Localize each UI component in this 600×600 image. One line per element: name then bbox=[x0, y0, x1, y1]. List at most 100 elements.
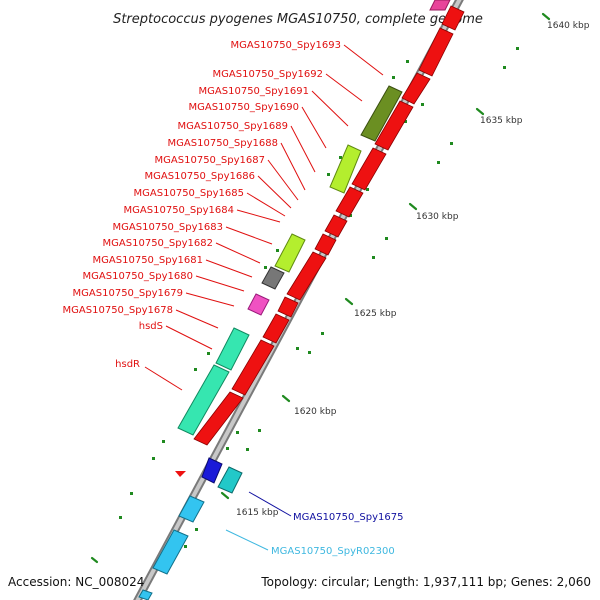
scale-tick-minor bbox=[372, 256, 375, 259]
scale-tick-minor bbox=[296, 347, 299, 350]
callout-line bbox=[290, 125, 316, 173]
gene-label[interactable]: MGAS10750_Spy1679 bbox=[73, 288, 183, 299]
feature-block-teal bbox=[215, 327, 250, 371]
scale-tick-minor bbox=[119, 516, 122, 519]
scale-tick-minor bbox=[406, 60, 409, 63]
accession-text: Accession: NC_008024 bbox=[8, 575, 144, 589]
gene-arrow bbox=[286, 251, 327, 301]
callout-line bbox=[185, 292, 235, 307]
scale-tick-major bbox=[344, 297, 354, 306]
feature-block-sky-2 bbox=[152, 529, 189, 575]
scale-tick-minor bbox=[184, 545, 187, 548]
scale-tick-minor bbox=[327, 173, 330, 176]
topology-text: Topology: circular; Length: 1,937,111 bp… bbox=[260, 575, 591, 589]
callout-line-cyan bbox=[225, 529, 269, 551]
gene-label-hsdr[interactable]: hsdR bbox=[115, 359, 140, 370]
scale-tick-minor bbox=[450, 142, 453, 145]
feature-block-pink bbox=[429, 0, 451, 11]
gene-arrow bbox=[262, 313, 290, 344]
map-title: Streptococcus pyogenes MGAS10750, comple… bbox=[113, 12, 483, 27]
scale-tick-minor bbox=[236, 431, 239, 434]
callout-line bbox=[215, 242, 261, 264]
feature-block-gray bbox=[261, 266, 285, 290]
gene-label[interactable]: MGAS10750_Spy1684 bbox=[124, 205, 234, 216]
scale-tick-major bbox=[220, 491, 230, 500]
callout-line bbox=[301, 106, 327, 149]
gene-arrow bbox=[441, 5, 465, 31]
feature-block-teal-2 bbox=[177, 364, 230, 436]
callout-line bbox=[175, 309, 219, 329]
gene-arrow bbox=[335, 186, 364, 218]
scale-tick-minor bbox=[385, 237, 388, 240]
gene-arrow bbox=[314, 233, 337, 256]
forward-strand-genes bbox=[193, 5, 465, 446]
scale-label-1625: 1625 kbp bbox=[354, 309, 397, 319]
callout-line bbox=[343, 44, 384, 76]
gene-label[interactable]: MGAS10750_Spy1692 bbox=[213, 69, 323, 80]
feature-block-lime-2 bbox=[274, 233, 306, 273]
gene-label-spyr02300[interactable]: MGAS10750_SpyR02300 bbox=[271, 546, 395, 557]
feature-block-cyan bbox=[217, 466, 243, 494]
scale-tick-major bbox=[408, 202, 418, 211]
gene-label[interactable]: MGAS10750_Spy1690 bbox=[189, 102, 299, 113]
callout-line bbox=[311, 90, 349, 127]
callout-line bbox=[267, 159, 299, 201]
gene-label-hsds[interactable]: hsdS bbox=[139, 321, 163, 332]
scale-tick-minor bbox=[366, 188, 369, 191]
scale-tick-minor bbox=[195, 528, 198, 531]
gene-label[interactable]: MGAS10750_Spy1680 bbox=[83, 271, 193, 282]
gene-label[interactable]: MGAS10750_Spy1689 bbox=[178, 121, 288, 132]
scale-tick-major bbox=[541, 12, 551, 21]
scale-tick-minor bbox=[276, 249, 279, 252]
scale-tick-minor bbox=[437, 161, 440, 164]
gene-label[interactable]: MGAS10750_Spy1682 bbox=[103, 238, 213, 249]
gene-label[interactable]: MGAS10750_Spy1678 bbox=[63, 305, 173, 316]
scale-tick-minor bbox=[162, 440, 165, 443]
scale-tick-minor bbox=[226, 447, 229, 450]
gene-callout-lines bbox=[144, 44, 384, 391]
gene-callouts-right: MGAS10750_Spy1675 MGAS10750_SpyR02300 bbox=[225, 491, 403, 557]
scale-tick-minor bbox=[246, 448, 249, 451]
scale-tick-major bbox=[475, 107, 485, 116]
gene-label-spy1675[interactable]: MGAS10750_Spy1675 bbox=[293, 512, 403, 523]
scale-label-1640: 1640 kbp bbox=[547, 21, 590, 31]
scale-tick-minor bbox=[404, 120, 407, 123]
gene-label[interactable]: MGAS10750_Spy1693 bbox=[231, 40, 341, 51]
scale-label-1615: 1615 kbp bbox=[236, 508, 279, 518]
gene-label[interactable]: MGAS10750_Spy1686 bbox=[145, 171, 255, 182]
gene-label[interactable]: MGAS10750_Spy1681 bbox=[93, 255, 203, 266]
scale-tick-minor bbox=[421, 103, 424, 106]
scale-tick-minor bbox=[339, 156, 342, 159]
feature-block-sky-3 bbox=[138, 589, 153, 600]
scale-tick-minor bbox=[194, 368, 197, 371]
callout-line bbox=[195, 275, 245, 292]
gene-arrow bbox=[231, 339, 275, 396]
gene-label[interactable]: MGAS10750_Spy1688 bbox=[168, 138, 278, 149]
gene-arrow bbox=[277, 296, 299, 318]
gene-label[interactable]: MGAS10750_Spy1683 bbox=[113, 222, 223, 233]
feature-block-lime bbox=[329, 144, 362, 194]
gene-label[interactable]: MGAS10750_Spy1685 bbox=[134, 188, 244, 199]
scale-tick-minor bbox=[258, 429, 261, 432]
scale-label-1630: 1630 kbp bbox=[416, 212, 459, 222]
scale-labels: 1640 kbp 1635 kbp 1630 kbp 1625 kbp 1620… bbox=[236, 21, 590, 518]
gene-arrow bbox=[374, 100, 414, 151]
scale-tick-minor bbox=[207, 352, 210, 355]
callout-line bbox=[165, 325, 213, 350]
scale-label-1620: 1620 kbp bbox=[294, 407, 337, 417]
gene-label[interactable]: MGAS10750_Spy1691 bbox=[199, 86, 309, 97]
scale-tick-minor bbox=[392, 76, 395, 79]
callout-line bbox=[257, 175, 292, 209]
callout-line bbox=[236, 209, 281, 223]
callout-line bbox=[205, 259, 253, 278]
callout-line bbox=[225, 226, 273, 245]
scale-tick-outer bbox=[90, 556, 99, 564]
scale-tick-minor bbox=[349, 214, 352, 217]
callout-line bbox=[325, 73, 363, 102]
scale-tick-minor bbox=[130, 492, 133, 495]
feature-small-red-arrow bbox=[175, 471, 186, 477]
scale-tick-major bbox=[281, 394, 291, 403]
gene-label[interactable]: MGAS10750_Spy1687 bbox=[155, 155, 265, 166]
